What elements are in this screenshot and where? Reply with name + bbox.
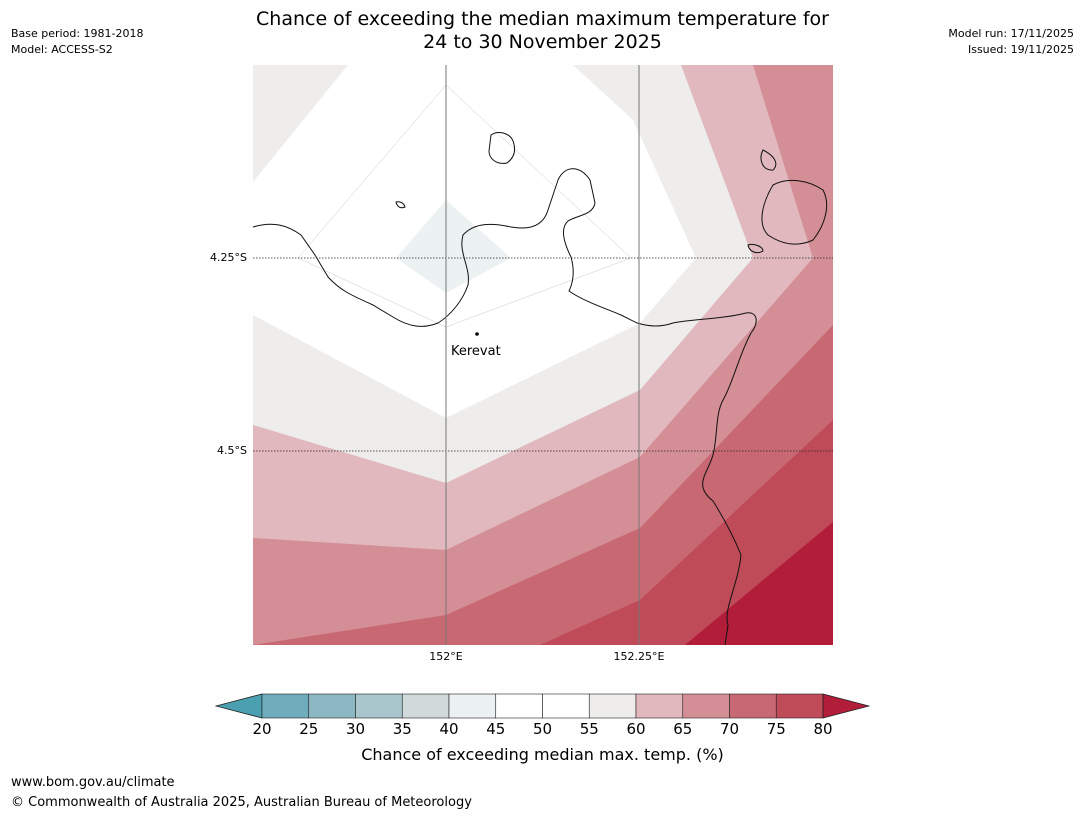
footer-url: www.bom.gov.au/climate [11, 775, 175, 790]
place-marker [475, 332, 479, 336]
colorbar-segment [542, 693, 590, 719]
colorbar-segment [448, 693, 497, 719]
colorbar-tick-label: 70 [719, 720, 740, 738]
footer-copyright: © Commonwealth of Australia 2025, Austra… [11, 795, 472, 810]
forecast-map: Kerevat [253, 65, 833, 645]
colorbar-segment [261, 693, 310, 719]
coastline [488, 132, 516, 164]
lat-label: 4.5°S [217, 444, 247, 457]
title-line-2: 24 to 30 November 2025 [423, 31, 662, 53]
colorbar-tick-label: 80 [813, 720, 833, 738]
colorbar-tick-label: 35 [392, 720, 412, 738]
colorbar-segment [355, 693, 403, 719]
band-45-50 [396, 200, 511, 293]
coastline [395, 201, 406, 209]
model-run: Model run: 17/11/2025 [948, 27, 1074, 40]
colorbar-segment [401, 693, 450, 719]
colorbar-tick-label: 20 [252, 720, 272, 738]
model-name: Model: ACCESS-S2 [11, 43, 113, 56]
colorbar-tick-label: 60 [626, 720, 646, 738]
colorbar-segment [729, 693, 777, 719]
band-over-80 [685, 522, 833, 645]
colorbar-segment [588, 693, 637, 719]
colorbar-tick-label: 50 [532, 720, 553, 738]
colorbar-tick-label: 65 [673, 720, 693, 738]
place-label: Kerevat [451, 344, 501, 359]
meta-left: Base period: 1981-2018 Model: ACCESS-S2 [11, 26, 143, 58]
colorbar-segment [682, 693, 730, 719]
colorbar-tick-label: 40 [439, 720, 459, 738]
title-line-1: Chance of exceeding the median maximum t… [256, 8, 829, 30]
colorbar-segment [775, 693, 824, 719]
colorbar-tick-label: 45 [486, 720, 506, 738]
issued-date: Issued: 19/11/2025 [967, 43, 1074, 56]
colorbar-tick-label: 30 [345, 720, 366, 738]
colorbar [215, 693, 870, 719]
coastline [253, 168, 757, 645]
colorbar-segment [495, 693, 543, 719]
lat-label: 4.25°S [210, 251, 247, 264]
chart-title: Chance of exceeding the median maximum t… [140, 8, 945, 54]
colorbar-label: Chance of exceeding median max. temp. (%… [361, 745, 724, 764]
colorbar-extend-high [822, 693, 870, 719]
colorbar-extend-low [215, 693, 263, 719]
base-period: Base period: 1981-2018 [11, 27, 144, 40]
lon-label: 152.25°E [613, 650, 665, 663]
meta-right: Model run: 17/11/2025 Issued: 19/11/2025 [948, 26, 1074, 58]
coastline [747, 149, 828, 254]
colorbar-tick-label: 75 [766, 720, 786, 738]
lon-label: 152°E [429, 650, 463, 663]
colorbar-segment [308, 693, 356, 719]
colorbar-tick-label: 55 [579, 720, 599, 738]
colorbar-segment [635, 693, 684, 719]
colorbar-tick-label: 25 [299, 720, 319, 738]
band-55-60 [253, 65, 348, 182]
